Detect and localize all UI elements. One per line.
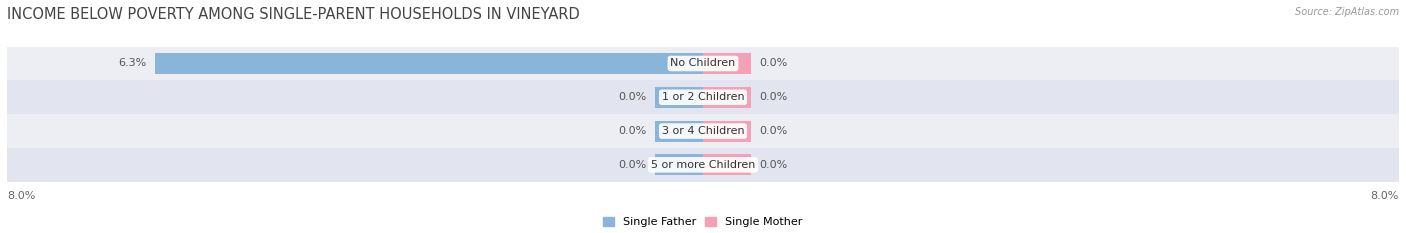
Bar	[703, 87, 751, 108]
Text: 0.0%: 0.0%	[619, 160, 647, 170]
Text: Source: ZipAtlas.com: Source: ZipAtlas.com	[1295, 7, 1399, 17]
Text: 1 or 2 Children: 1 or 2 Children	[662, 92, 744, 102]
Bar	[655, 87, 703, 108]
Text: 8.0%: 8.0%	[7, 191, 35, 201]
Legend: Single Father, Single Mother: Single Father, Single Mother	[603, 217, 803, 227]
Text: 0.0%: 0.0%	[619, 126, 647, 136]
Text: 3 or 4 Children: 3 or 4 Children	[662, 126, 744, 136]
Text: 0.0%: 0.0%	[759, 58, 787, 69]
Text: 5 or more Children: 5 or more Children	[651, 160, 755, 170]
Bar	[7, 148, 1399, 182]
Bar	[7, 47, 1399, 80]
Bar	[703, 154, 751, 175]
Text: 0.0%: 0.0%	[619, 92, 647, 102]
Bar	[655, 154, 703, 175]
Text: INCOME BELOW POVERTY AMONG SINGLE-PARENT HOUSEHOLDS IN VINEYARD: INCOME BELOW POVERTY AMONG SINGLE-PARENT…	[7, 7, 579, 22]
Text: 8.0%: 8.0%	[1371, 191, 1399, 201]
Bar	[655, 121, 703, 141]
Bar	[7, 114, 1399, 148]
Bar	[703, 121, 751, 141]
Text: 0.0%: 0.0%	[759, 126, 787, 136]
Bar	[703, 53, 751, 74]
Text: 6.3%: 6.3%	[118, 58, 146, 69]
Bar	[155, 53, 703, 74]
Bar	[7, 80, 1399, 114]
Text: 0.0%: 0.0%	[759, 92, 787, 102]
Text: 0.0%: 0.0%	[759, 160, 787, 170]
Text: No Children: No Children	[671, 58, 735, 69]
